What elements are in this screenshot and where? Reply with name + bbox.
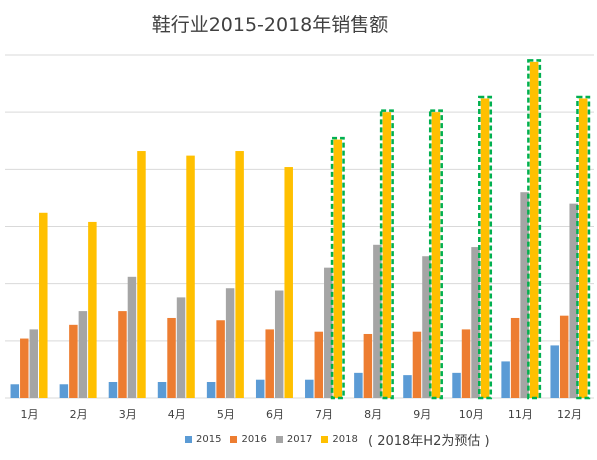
bar-2016 [461, 329, 471, 398]
legend-item-2018: 2018 [321, 434, 358, 445]
bar-2015 [550, 345, 559, 398]
x-tick-label: 3月 [119, 408, 137, 421]
legend-swatch [230, 436, 238, 443]
bar-2018 [382, 112, 392, 399]
legend-item-2016: 2016 [230, 434, 267, 445]
bar-2018 [578, 98, 588, 399]
bar-2017 [324, 267, 333, 398]
bar-2016 [69, 324, 78, 398]
forecast-outline [330, 136, 345, 400]
bar-2017 [78, 311, 88, 398]
bar-2016 [118, 311, 127, 398]
bar-2016 [167, 317, 176, 398]
bar-2016 [510, 317, 520, 398]
legend: 2015 2016 2017 2018 [185, 434, 367, 445]
bar-2018 [431, 112, 441, 399]
forecast-note: ( 2018年H2为预估 ) [368, 434, 490, 449]
forecast-outline [576, 95, 591, 400]
forecast-outline [428, 109, 443, 400]
bar-2018 [88, 221, 97, 398]
bar-2016 [412, 331, 422, 398]
bar-2015 [255, 379, 265, 398]
bar-2016 [314, 331, 324, 398]
bar-2018 [39, 212, 48, 398]
bar-2018 [284, 167, 293, 398]
chart-title: 鞋行业2015-2018年销售额 [151, 14, 389, 36]
legend-swatch [275, 436, 283, 443]
x-tick-label: 7月 [315, 408, 333, 421]
x-tick-label: 2月 [70, 408, 88, 421]
x-tick-label: 10月 [459, 408, 484, 421]
bar-2018 [529, 61, 539, 399]
x-tick-label: 5月 [217, 408, 235, 421]
x-tick-label: 12月 [557, 408, 582, 421]
bar-2015 [452, 372, 461, 398]
bar-2017 [471, 247, 480, 398]
forecast-outline [379, 109, 394, 400]
bar-2015 [501, 361, 510, 398]
legend-label: 2015 [196, 434, 222, 445]
x-tick-label: 4月 [168, 408, 186, 421]
bar-2015 [354, 372, 363, 398]
legend-swatch [185, 436, 192, 443]
forecast-outline [527, 59, 542, 400]
x-tick-label: 1月 [21, 408, 39, 421]
forecast-outline [478, 95, 493, 400]
bar-2017 [274, 290, 284, 398]
bar-2015 [206, 381, 216, 398]
bar-2017 [373, 244, 382, 398]
bar-2016 [363, 333, 373, 398]
x-tick-label: 11月 [508, 408, 533, 421]
bar-2017 [176, 297, 186, 398]
bar-2015 [403, 375, 412, 398]
x-tick-label: 8月 [364, 408, 382, 421]
bar-2018 [480, 98, 490, 399]
bar-2015 [157, 381, 167, 398]
bar-2017 [520, 192, 529, 398]
legend-item-2015: 2015 [185, 434, 221, 445]
bar-2015 [108, 381, 118, 398]
bar-2015 [59, 384, 69, 398]
legend-item-2017: 2017 [275, 434, 313, 445]
legend-label: 2018 [332, 434, 358, 445]
bar-2018 [235, 151, 244, 398]
bar-2018 [186, 155, 195, 398]
bar-2016 [265, 329, 274, 398]
bar-2016 [20, 338, 29, 398]
bar-2017 [127, 276, 137, 398]
bar-2018 [137, 151, 146, 398]
bar-2017 [422, 256, 431, 398]
x-tick-label: 9月 [413, 408, 431, 421]
bar-2015 [10, 384, 20, 398]
legend-label: 2016 [241, 434, 267, 445]
bar-2016 [216, 320, 225, 398]
bar-2015 [305, 379, 314, 398]
bar-2017 [225, 288, 235, 398]
legend-label: 2017 [286, 434, 313, 445]
bar-2016 [559, 315, 569, 398]
legend-swatch [321, 436, 329, 443]
bar-2017 [569, 203, 578, 398]
bar-2018 [333, 139, 343, 398]
x-tick-label: 6月 [266, 408, 284, 421]
bar-2017 [29, 329, 39, 398]
